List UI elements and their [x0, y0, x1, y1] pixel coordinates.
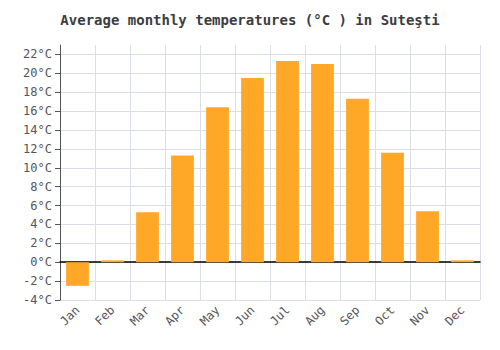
svg-text:Aug: Aug: [302, 303, 327, 328]
svg-text:8°C: 8°C: [30, 180, 52, 194]
svg-text:0°C: 0°C: [30, 255, 52, 269]
svg-text:Feb: Feb: [92, 303, 117, 328]
svg-text:May: May: [197, 303, 222, 328]
svg-text:Jun: Jun: [232, 303, 257, 328]
svg-text:-2°C: -2°C: [23, 274, 52, 288]
svg-text:22°C: 22°C: [23, 47, 52, 61]
svg-text:-4°C: -4°C: [23, 293, 52, 307]
svg-text:20°C: 20°C: [23, 66, 52, 80]
svg-text:Jul: Jul: [267, 303, 292, 328]
svg-text:Nov: Nov: [407, 303, 432, 328]
svg-text:Mar: Mar: [127, 303, 152, 328]
svg-text:18°C: 18°C: [23, 85, 52, 99]
svg-text:Jan: Jan: [57, 303, 82, 328]
svg-text:12°C: 12°C: [23, 142, 52, 156]
svg-text:Dec: Dec: [442, 303, 467, 328]
svg-text:14°C: 14°C: [23, 123, 52, 137]
svg-text:Average monthly temperatures (: Average monthly temperatures (°C ) in Su…: [60, 12, 439, 28]
svg-text:4°C: 4°C: [30, 217, 52, 231]
svg-text:2°C: 2°C: [30, 236, 52, 250]
svg-text:Sep: Sep: [337, 303, 362, 328]
svg-text:Oct: Oct: [372, 303, 397, 328]
svg-text:Apr: Apr: [162, 303, 187, 328]
svg-text:10°C: 10°C: [23, 161, 52, 175]
svg-text:6°C: 6°C: [30, 199, 52, 213]
svg-text:16°C: 16°C: [23, 104, 52, 118]
